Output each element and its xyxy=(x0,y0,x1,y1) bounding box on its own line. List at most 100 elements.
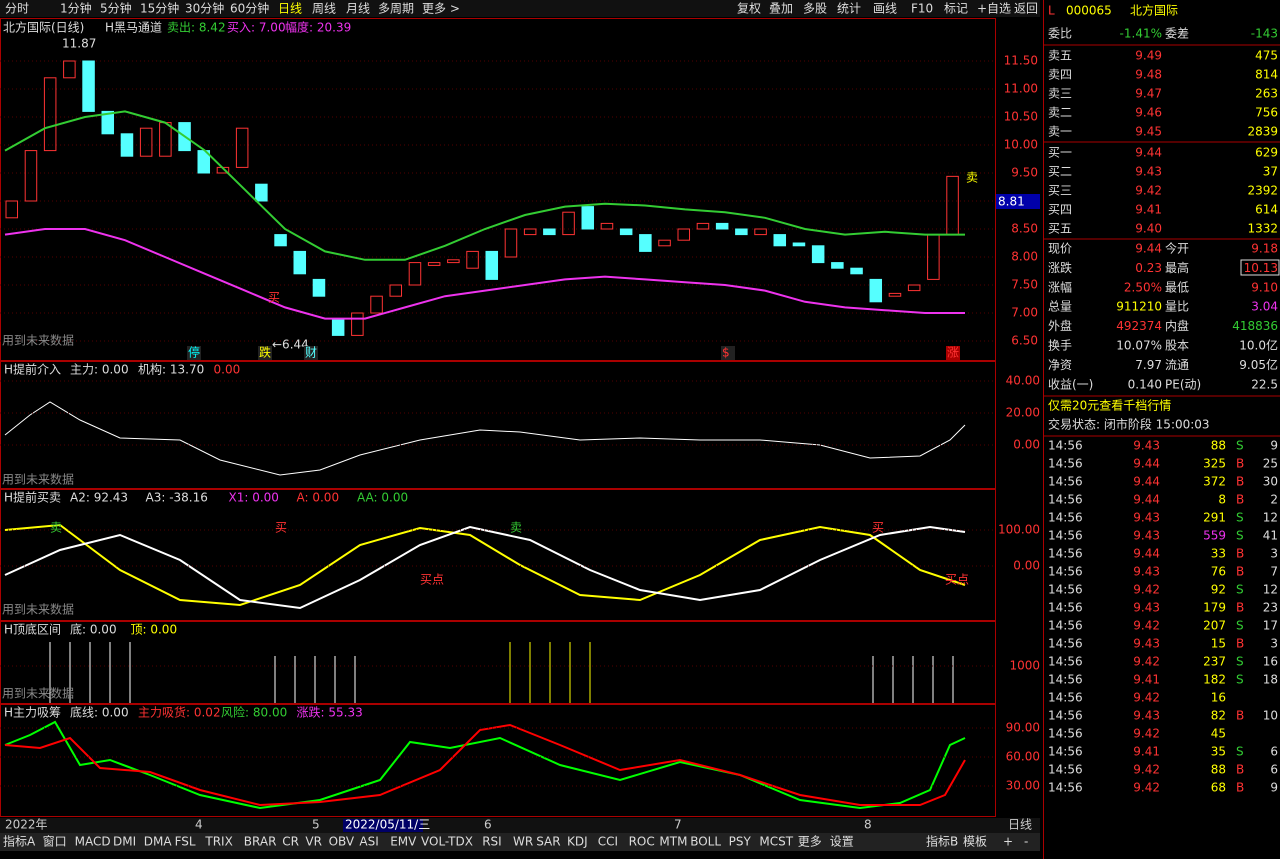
bottom-tab[interactable]: + xyxy=(1003,835,1013,849)
candle xyxy=(735,228,748,236)
candle xyxy=(543,228,556,236)
bottom-tab[interactable]: ASI xyxy=(359,835,378,849)
tick-price: 9.42 xyxy=(1133,691,1160,705)
y-tick-label: 11.50 xyxy=(1004,54,1038,68)
tick-price: 9.44 xyxy=(1133,475,1160,489)
tool-button[interactable]: 统计 xyxy=(837,2,861,16)
value: 2392 xyxy=(1247,184,1278,198)
indicator-curve xyxy=(4,720,966,810)
bottom-tab[interactable]: VR xyxy=(305,835,322,849)
bottom-tab[interactable]: MCST xyxy=(759,835,793,849)
tab[interactable]: 15分钟 xyxy=(140,1,179,16)
candle xyxy=(43,77,57,152)
tab[interactable]: 日线 xyxy=(278,2,302,16)
tool-button[interactable]: F10 xyxy=(911,2,933,16)
panel-field: 涨跌: 55.33 xyxy=(297,705,363,720)
y-tick-label: 60.00 xyxy=(1006,749,1040,763)
tab[interactable]: 5分钟 xyxy=(100,1,132,16)
bottom-tab[interactable]: 指标A xyxy=(3,834,36,849)
bottom-tab[interactable]: DMA xyxy=(144,835,173,849)
bottom-tab[interactable]: MTM xyxy=(659,835,687,849)
bottom-tab[interactable]: 指标B xyxy=(926,834,958,849)
value: 9.18 xyxy=(1251,242,1278,256)
value: 0.140 xyxy=(1128,377,1162,391)
bottom-tab[interactable]: PSY xyxy=(729,835,752,849)
panel-field: AA: 0.00 xyxy=(357,491,408,505)
bottom-tab[interactable]: KDJ xyxy=(567,835,588,849)
tick-price: 9.44 xyxy=(1133,493,1160,507)
tool-button[interactable]: 标记 xyxy=(944,2,968,16)
tab[interactable]: 30分钟 xyxy=(185,1,224,16)
bottom-tab[interactable]: MACD xyxy=(75,835,111,849)
bottom-tab[interactable]: 模板 xyxy=(963,835,987,849)
label: 最高 xyxy=(1165,260,1189,275)
bottom-tab[interactable]: BOLL xyxy=(690,835,721,849)
event: 跌 xyxy=(259,345,271,360)
promo[interactable]: 仅需20元查看千档行情 xyxy=(1048,399,1171,413)
tab[interactable]: 月线 xyxy=(346,2,370,16)
bottom-tab[interactable]: 更多 xyxy=(798,835,822,849)
bottom-tab[interactable]: EMV xyxy=(390,835,417,849)
bottom-tab[interactable]: FSL xyxy=(175,835,196,849)
tick-time: 14:56 xyxy=(1048,457,1083,471)
tab[interactable]: 分时 xyxy=(5,2,29,16)
bottom-tab[interactable]: VOL-TDX xyxy=(421,835,473,849)
tick-side: B xyxy=(1236,493,1244,507)
y-tick-label: 7.00 xyxy=(1011,306,1038,320)
tool-button[interactable]: 画线 xyxy=(873,2,897,16)
high-label: 11.87 xyxy=(62,37,96,51)
bottom-tab[interactable]: BRAR xyxy=(244,835,277,849)
chart-title: 北方国际(日线) xyxy=(3,20,84,35)
value: 9.44 xyxy=(1135,242,1162,256)
tick-count: 6 xyxy=(1270,763,1278,777)
status: 交易状态: 闭市阶段 15:00:03 xyxy=(1048,417,1210,432)
bottom-tab[interactable]: DMI xyxy=(113,835,136,849)
bottom-tab[interactable]: OBV xyxy=(329,835,355,849)
low-label: ←6.44 xyxy=(272,338,309,352)
tool-button[interactable]: 返回 xyxy=(1014,2,1038,16)
tick-count: 25 xyxy=(1263,457,1278,471)
label: 卖五 xyxy=(1048,49,1072,63)
bottom-tab[interactable]: RSI xyxy=(482,835,502,849)
label: 委比 xyxy=(1048,27,1072,41)
label: 卖二 xyxy=(1048,106,1072,120)
y-tick-label: 1000 xyxy=(1009,659,1040,673)
bottom-tab[interactable]: CCI xyxy=(598,835,618,849)
tool-button[interactable]: +自选 xyxy=(977,2,1011,16)
tick-count: 9 xyxy=(1270,781,1278,795)
bottom-tab[interactable]: ROC xyxy=(629,835,655,849)
value: 22.5 xyxy=(1251,377,1278,391)
panel-field: A3: -38.16 xyxy=(146,491,208,505)
bottom-tab[interactable]: WR xyxy=(513,835,533,849)
tick-time: 14:56 xyxy=(1048,475,1083,489)
label: 最低 xyxy=(1165,280,1189,294)
label: 买三 xyxy=(1048,184,1072,198)
tab[interactable]: 更多 > xyxy=(422,2,460,16)
tab[interactable]: 多周期 xyxy=(378,2,414,16)
tool-button[interactable]: 多股 xyxy=(803,2,827,16)
label: 内盘 xyxy=(1165,318,1189,333)
bottom-tab[interactable]: CR xyxy=(282,835,299,849)
bottom-tab[interactable]: TRIX xyxy=(204,835,232,849)
tick-count: 23 xyxy=(1263,601,1278,615)
tool-button[interactable]: 复权 xyxy=(737,2,761,16)
bottom-tab[interactable]: 窗口 xyxy=(43,835,67,849)
label: 今开 xyxy=(1165,241,1189,256)
value: 37 xyxy=(1263,165,1278,179)
indicator-curve xyxy=(4,723,966,807)
value: 9.43 xyxy=(1135,165,1162,179)
event: $ xyxy=(722,346,730,360)
tab[interactable]: 1分钟 xyxy=(60,1,92,16)
note: 用到未来数据 xyxy=(2,472,74,487)
tick-price: 9.44 xyxy=(1133,547,1160,561)
tick-price: 9.42 xyxy=(1133,583,1160,597)
bottom-tab[interactable]: SAR xyxy=(536,835,560,849)
tool-button[interactable]: 叠加 xyxy=(769,2,793,16)
bottom-tab[interactable]: 设置 xyxy=(830,835,854,849)
panel-title: H顶底区间 xyxy=(4,622,61,637)
tab[interactable]: 周线 xyxy=(312,2,336,16)
stock-code: 000065 xyxy=(1066,4,1112,18)
label: 量比 xyxy=(1165,300,1189,314)
bottom-tab[interactable]: - xyxy=(1024,835,1028,849)
tab[interactable]: 60分钟 xyxy=(230,1,269,16)
